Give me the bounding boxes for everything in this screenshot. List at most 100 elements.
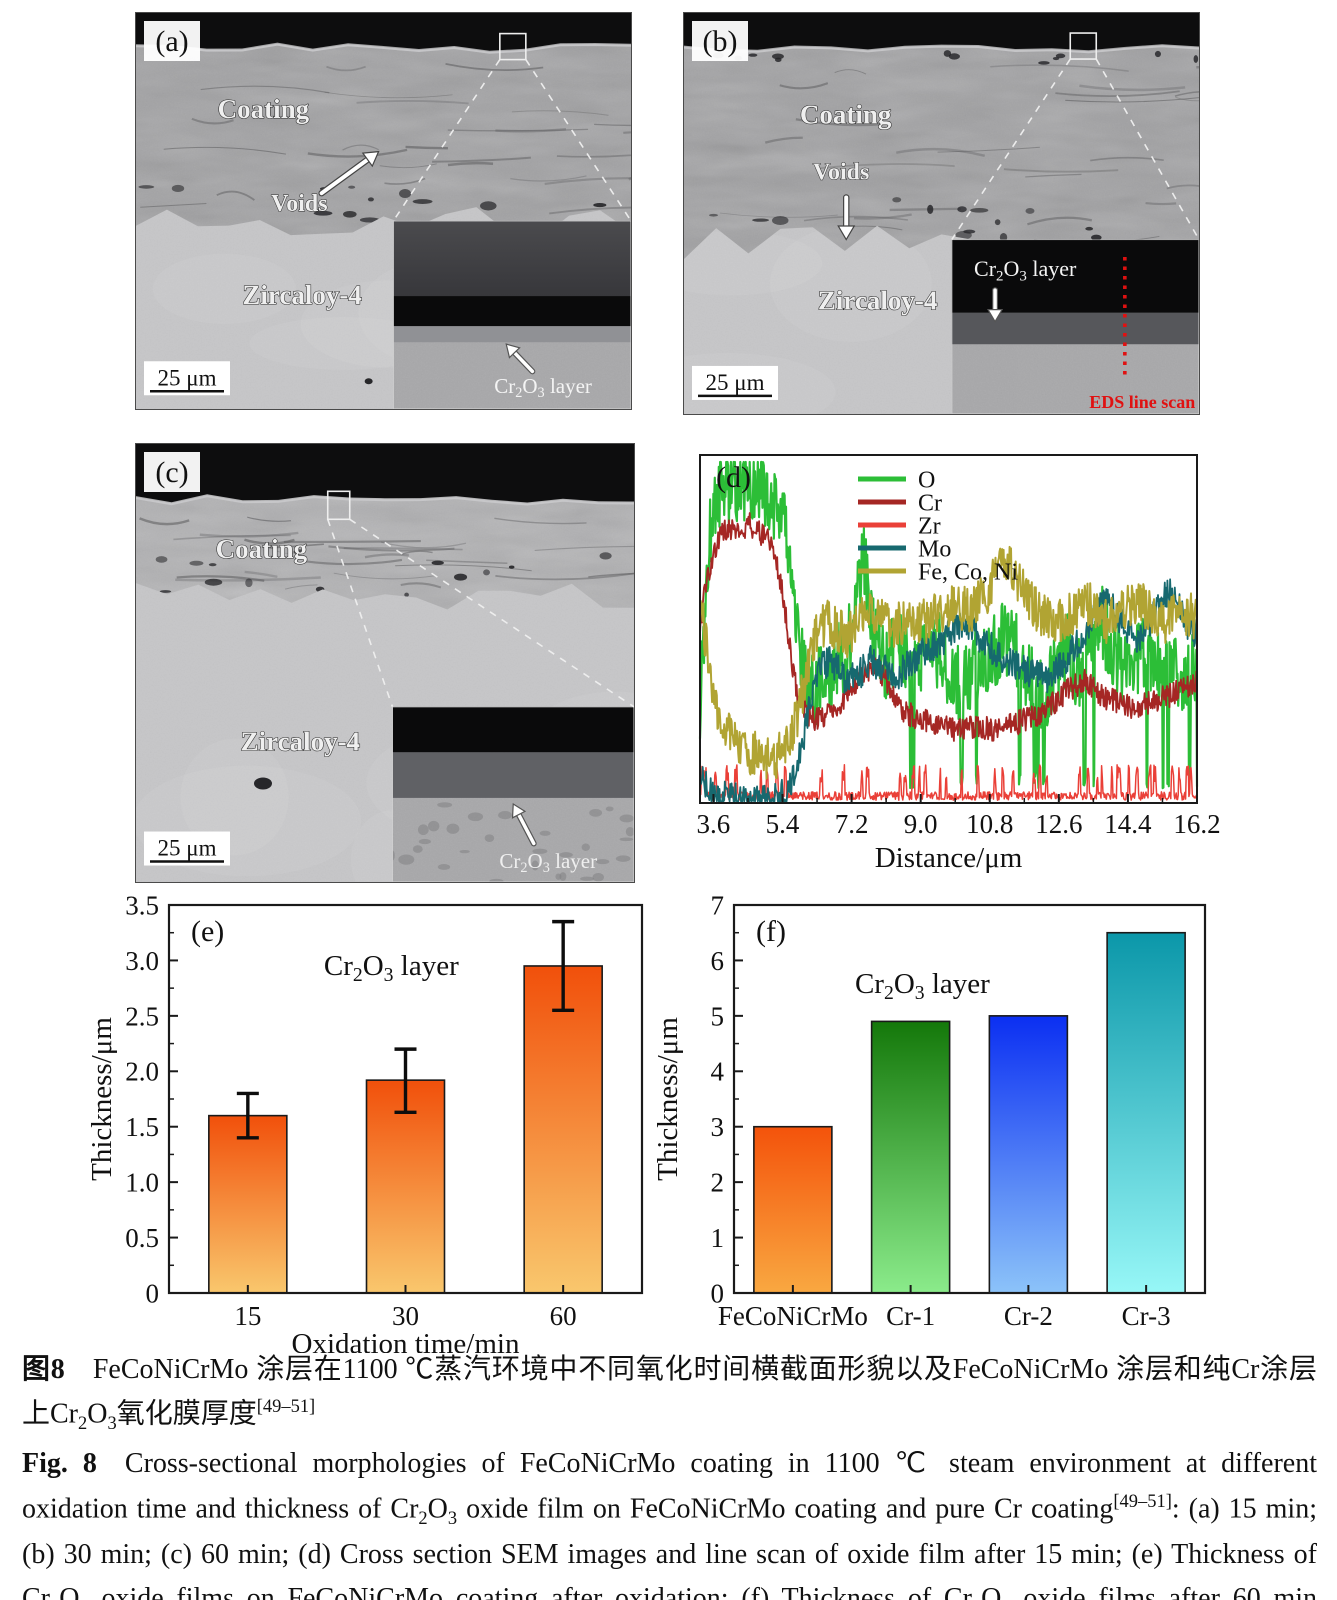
bar-60 xyxy=(523,965,603,1294)
y-tick-label: 7 xyxy=(711,895,725,920)
inset-magnified-view: Cr2O3 layer EDS line scan xyxy=(951,239,1199,414)
y-tick-label: 2.0 xyxy=(125,1057,159,1087)
plot-box xyxy=(699,454,1198,804)
figure-caption: 图8 FeCoNiCrMo 涂层在1100 ℃蒸汽环境中不同氧化时间横截面形貌以… xyxy=(22,1348,1317,1600)
mount-resin-band xyxy=(136,444,634,503)
y-tick-label: 1.0 xyxy=(125,1168,159,1198)
sem-panel-a: Cr2O3 layer Coating Zircaloy-4 Voids (a) 25 μ… xyxy=(135,12,632,410)
cr2o3-arrow xyxy=(987,287,1004,323)
mount-resin-band xyxy=(136,13,631,51)
cr2o3-layer-label: Cr2O3 layer xyxy=(499,849,597,876)
series-O xyxy=(698,460,1199,790)
y-tick-label: 3.0 xyxy=(125,946,159,976)
error-bar xyxy=(236,1091,259,1140)
panel-letter: (a) xyxy=(155,25,188,58)
y-tick-label: 4 xyxy=(711,1057,725,1087)
panel-letter-box xyxy=(144,452,200,492)
magnified-area-marker xyxy=(326,490,351,521)
voids-arrow xyxy=(837,194,856,241)
panel-letter: (b) xyxy=(703,25,738,58)
magnified-area-marker xyxy=(499,32,527,61)
y-tick-label: 0.5 xyxy=(125,1223,159,1253)
y-tick-label: 0 xyxy=(146,1278,160,1308)
y-tick-label: 0 xyxy=(711,1278,725,1308)
x-tick-label: 12.6 xyxy=(1035,809,1082,839)
thickness-bar-chart-oxidation-time: 15 30 60 0 0.5 1.0 1.5 2.0 2.5 3.0 3.5 Thickness/μm… xyxy=(85,895,665,1353)
x-tick-label: 16.2 xyxy=(1173,809,1220,839)
x-tick-label: 10.8 xyxy=(966,809,1013,839)
series-FeCoNi xyxy=(699,545,1198,780)
error-bar xyxy=(394,1047,417,1115)
legend-label: Cr xyxy=(918,490,942,516)
x-tick-label: 5.4 xyxy=(766,809,800,839)
voids-label: Voids xyxy=(271,191,327,217)
voids-arrow xyxy=(318,150,380,197)
scale-bar-label: 25 μm xyxy=(706,370,765,395)
panel-letter: (d) xyxy=(716,461,751,494)
x-tick-label: 14.4 xyxy=(1104,809,1152,839)
y-axis-label: Thickness/μm xyxy=(655,1017,684,1181)
thickness-bar-chart-coatings: FeCoNiCrMo Cr-1 Cr-2 Cr-3 0 1 2 3 4 5 6 7 Thickness/… xyxy=(655,895,1225,1353)
substrate-label: Zircaloy-4 xyxy=(818,286,937,316)
bar-Cr-2 xyxy=(988,1015,1069,1294)
x-tick-label: 3.6 xyxy=(697,809,731,839)
panel-letter: (c) xyxy=(155,456,188,489)
panel-letter-box xyxy=(144,21,200,61)
x-category-label: Cr-1 xyxy=(886,1301,935,1331)
y-tick-label: 5 xyxy=(711,1001,725,1031)
sem-panel-b: Cr2O3 layer EDS line scan Coating Zircaloy-… xyxy=(683,12,1200,415)
scale-bar-box xyxy=(144,831,230,866)
scale-bar-label: 25 μm xyxy=(158,365,217,390)
cr2o3-layer-label: Cr2O3 layer xyxy=(494,374,592,401)
caption-chinese: 图8 FeCoNiCrMo 涂层在1100 ℃蒸汽环境中不同氧化时间横截面形貌以… xyxy=(22,1354,1317,1434)
inset-magnified-view: Cr2O3 layer xyxy=(392,706,634,882)
x-category-label: Cr-3 xyxy=(1122,1301,1171,1331)
bar-Cr-3 xyxy=(1106,931,1186,1294)
eds-line-scan-label: EDS line scan xyxy=(1089,392,1195,412)
error-bar xyxy=(552,919,575,1013)
x-category-label: 30 xyxy=(392,1301,419,1331)
x-axis-label: Oxidation time/min xyxy=(292,1328,520,1353)
bar-FeCoNiCrMo xyxy=(753,1125,833,1294)
inset-magnified-view: Cr2O3 layer xyxy=(393,220,631,409)
cr2o3-layer-label: Cr2O3 layer xyxy=(974,256,1077,284)
chart-title: Cr2O3 layer xyxy=(855,968,990,1004)
eds-line-scan-chart: 3.6 5.4 7.2 9.0 10.8 12.6 14.4 16.2 Distance/μm (… xyxy=(650,443,1220,873)
panel-letter: (f) xyxy=(756,915,786,948)
bar-15 xyxy=(208,1114,288,1294)
legend-label: O xyxy=(918,467,935,493)
legend-label: Fe, Co, Ni xyxy=(918,559,1018,585)
sem-panel-c: Cr2O3 layer Coating Zircaloy-4 (c) 25 μm xyxy=(135,443,635,883)
x-tick-label: 7.2 xyxy=(835,809,869,839)
y-tick-label: 1.5 xyxy=(125,1112,159,1142)
scale-bar-label: 25 μm xyxy=(158,836,217,861)
scale-bar-box xyxy=(692,365,778,400)
x-tick-label: 9.0 xyxy=(904,809,938,839)
magnified-area-marker xyxy=(1069,32,1098,60)
bar-Cr-1 xyxy=(870,1020,951,1294)
scale-bar-box xyxy=(144,361,230,396)
y-tick-label: 3.5 xyxy=(125,895,159,920)
coating-label: Coating xyxy=(216,534,308,564)
x-category-label: Cr-2 xyxy=(1004,1301,1053,1331)
y-tick-label: 6 xyxy=(711,946,725,976)
cr2o3-arrow xyxy=(511,802,537,847)
caption-english: Fig. 8 Cross-sectional morphologies of F… xyxy=(22,1448,1318,1600)
substrate-label: Zircaloy-4 xyxy=(242,280,361,310)
coating-label: Coating xyxy=(218,94,310,124)
legend-label: Zr xyxy=(918,513,941,539)
chart-title: Cr2O3 layer xyxy=(324,950,459,986)
y-tick-label: 1 xyxy=(711,1223,725,1253)
y-axis-label: Thickness/μm xyxy=(86,1017,118,1181)
y-tick-label: 2.5 xyxy=(125,1001,159,1031)
panel-letter-box xyxy=(692,21,748,61)
legend-label: Mo xyxy=(918,536,951,562)
y-tick-label: 2 xyxy=(711,1168,725,1198)
substrate-label: Zircaloy-4 xyxy=(241,727,360,757)
coating-label: Coating xyxy=(800,99,892,129)
x-axis-label: Distance/μm xyxy=(875,842,1023,873)
cr2o3-arrow xyxy=(505,343,536,375)
x-category-label: 15 xyxy=(234,1301,261,1331)
panel-letter: (e) xyxy=(191,915,224,948)
